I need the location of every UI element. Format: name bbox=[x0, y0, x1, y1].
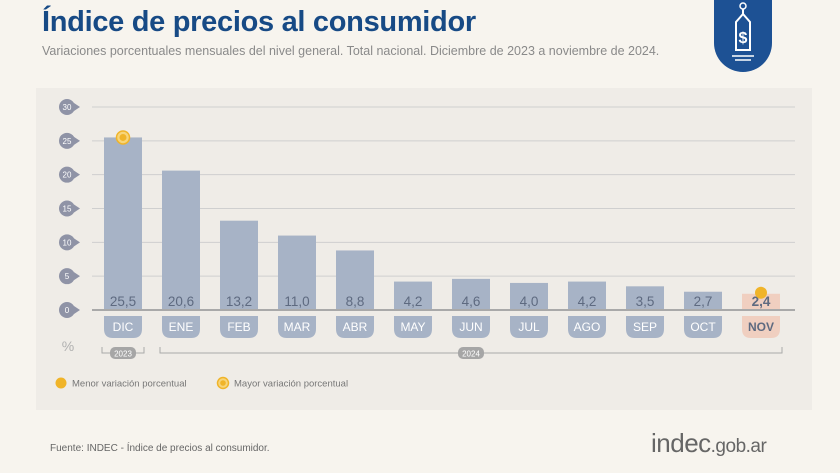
legend-max-icon-core bbox=[220, 380, 226, 386]
bar bbox=[336, 250, 374, 309]
page-subtitle: Variaciones porcentuales mensuales del n… bbox=[42, 44, 660, 58]
min-marker bbox=[755, 286, 767, 299]
month-pill bbox=[684, 316, 722, 338]
year-pill bbox=[458, 347, 484, 359]
year-pill bbox=[110, 347, 136, 359]
month-pill bbox=[104, 316, 142, 338]
data-label: 25,5 bbox=[110, 294, 136, 309]
legend-min-icon bbox=[55, 377, 67, 389]
y-tick-bubble bbox=[59, 268, 75, 285]
data-label: 13,2 bbox=[226, 294, 252, 309]
y-tick-pointer bbox=[74, 170, 80, 179]
month-label: NOV bbox=[748, 320, 774, 334]
bar bbox=[104, 137, 142, 309]
y-tick-label: 0 bbox=[65, 306, 70, 315]
max-marker bbox=[119, 133, 127, 141]
data-label: 20,6 bbox=[168, 294, 194, 309]
month-label: ABR bbox=[343, 320, 368, 334]
month-pill bbox=[394, 316, 432, 338]
data-label: 11,0 bbox=[284, 294, 309, 309]
y-tick-pointer bbox=[74, 238, 80, 247]
data-label: 4,2 bbox=[578, 294, 597, 309]
bar bbox=[220, 220, 258, 309]
year-label: 2024 bbox=[462, 350, 480, 359]
y-tick-bubble bbox=[59, 99, 75, 115]
month-pill bbox=[220, 316, 258, 338]
month-label: SEP bbox=[633, 320, 657, 334]
y-tick-pointer bbox=[74, 204, 80, 213]
logo-main: indec bbox=[651, 428, 711, 458]
bar bbox=[162, 170, 200, 309]
y-tick-label: 15 bbox=[63, 205, 72, 214]
month-pill bbox=[568, 316, 606, 338]
month-pill bbox=[742, 316, 780, 338]
month-label: MAY bbox=[400, 320, 425, 334]
month-label: JUL bbox=[518, 320, 540, 334]
year-label: 2023 bbox=[114, 350, 132, 359]
bar bbox=[684, 291, 722, 309]
month-pill bbox=[162, 316, 200, 338]
legend-min-label: Menor variación porcentual bbox=[72, 379, 187, 390]
bar bbox=[278, 235, 316, 309]
month-label: ENE bbox=[169, 320, 194, 334]
data-label: 2,4 bbox=[752, 294, 771, 309]
y-axis-unit: % bbox=[62, 338, 74, 354]
bar bbox=[452, 278, 490, 309]
source-note: Fuente: INDEC - Índice de precios al con… bbox=[50, 443, 270, 454]
month-label: OCT bbox=[690, 320, 716, 334]
bar bbox=[626, 286, 664, 309]
month-pill bbox=[510, 316, 548, 338]
y-tick-pointer bbox=[74, 272, 80, 281]
month-label: AGO bbox=[574, 320, 601, 334]
data-label: 3,5 bbox=[636, 294, 655, 309]
month-pill bbox=[626, 316, 664, 338]
y-tick-bubble bbox=[59, 234, 75, 251]
month-pill bbox=[336, 316, 374, 338]
bar bbox=[394, 281, 432, 309]
data-label: 4,6 bbox=[462, 294, 481, 309]
y-tick-label: 30 bbox=[63, 103, 72, 112]
y-tick-label: 25 bbox=[63, 137, 72, 146]
month-label: JUN bbox=[459, 320, 482, 334]
price-tag-dollar-icon: $ bbox=[714, 0, 772, 72]
month-label: MAR bbox=[284, 320, 311, 334]
y-tick-label: 10 bbox=[63, 238, 72, 247]
logo-domain: .gob.ar bbox=[710, 436, 767, 457]
bar bbox=[742, 293, 780, 309]
y-tick-pointer bbox=[74, 136, 80, 145]
month-pill bbox=[452, 316, 490, 338]
data-label: 2,7 bbox=[694, 294, 713, 309]
y-tick-pointer bbox=[74, 103, 80, 111]
y-tick-bubble bbox=[59, 132, 75, 149]
month-label: DIC bbox=[113, 320, 134, 334]
y-tick-bubble bbox=[59, 302, 75, 318]
bar bbox=[510, 282, 548, 309]
month-pill bbox=[278, 316, 316, 338]
y-tick-label: 5 bbox=[65, 272, 70, 281]
data-label: 4,2 bbox=[404, 294, 423, 309]
svg-text:$: $ bbox=[739, 30, 748, 47]
y-tick-label: 20 bbox=[63, 171, 72, 180]
data-label: 8,8 bbox=[346, 294, 365, 309]
y-tick-bubble bbox=[59, 200, 75, 217]
y-tick-bubble bbox=[59, 166, 75, 183]
page-title: Índice de precios al consumidor bbox=[42, 6, 476, 38]
indec-logo[interactable]: indec.gob.ar bbox=[651, 428, 767, 459]
y-tick-pointer bbox=[74, 306, 80, 314]
data-label: 4,0 bbox=[520, 294, 539, 309]
legend-max-label: Mayor variación porcentual bbox=[234, 379, 348, 390]
bar bbox=[568, 281, 606, 309]
month-label: FEB bbox=[227, 320, 250, 334]
